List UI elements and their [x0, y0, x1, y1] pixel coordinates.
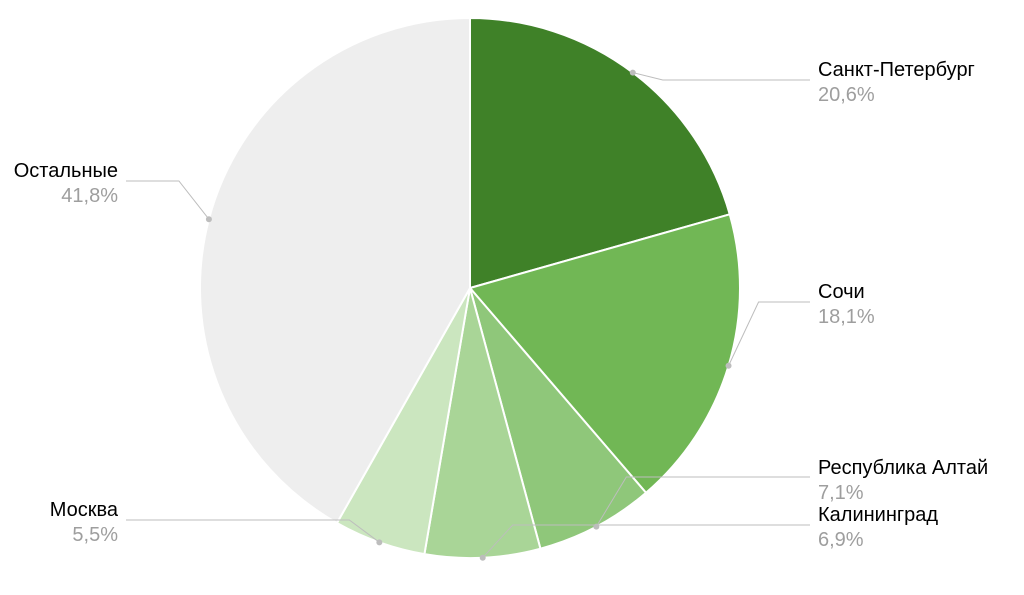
leader-line [633, 73, 810, 80]
leader-line [729, 302, 810, 366]
slice-label-pct: 6,9% [818, 528, 938, 553]
pie-chart: Санкт-Петербург20,6% Сочи18,1% Республика … [0, 0, 1024, 595]
slice-label-pct: 41,8% [14, 184, 118, 209]
leader-line [126, 181, 209, 219]
slice-label-pct: 5,5% [50, 523, 118, 548]
slice-label-name: Остальные [14, 159, 118, 184]
slice-label: Республика Алтай7,1% [818, 456, 988, 506]
slice-label: Москва5,5% [50, 498, 118, 548]
slice-label-name: Республика Алтай [818, 456, 988, 481]
slice-label-pct: 20,6% [818, 83, 975, 108]
slice-label: Сочи18,1% [818, 280, 875, 330]
slice-label-name: Калининград [818, 503, 938, 528]
slice-label-name: Санкт-Петербург [818, 58, 975, 83]
slice-label: Остальные41,8% [14, 159, 118, 209]
slice-label-pct: 18,1% [818, 305, 875, 330]
slice-label: Калининград6,9% [818, 503, 938, 553]
slice-label: Санкт-Петербург20,6% [818, 58, 975, 108]
slice-label-name: Москва [50, 498, 118, 523]
slice-label-name: Сочи [818, 280, 875, 305]
